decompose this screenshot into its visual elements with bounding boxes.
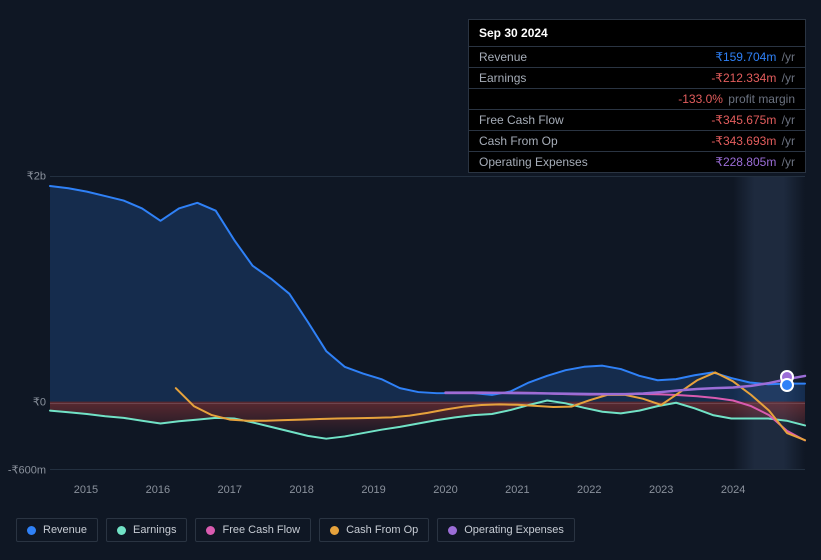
legend-swatch <box>27 526 36 535</box>
plot-area[interactable] <box>50 176 805 470</box>
tooltip-unit: /yr <box>778 50 795 64</box>
x-tick-label: 2016 <box>146 484 170 496</box>
legend-swatch <box>117 526 126 535</box>
x-axis: 2015 2016 2017 2018 2019 2020 2021 2022 2023 2024 <box>50 484 805 500</box>
tooltip-row: -133.0% profit margin <box>469 89 805 110</box>
x-tick-label: 2015 <box>74 484 98 496</box>
legend-item[interactable]: Revenue <box>16 518 98 542</box>
tooltip-label: Revenue <box>479 50 715 64</box>
tooltip-unit: /yr <box>778 113 795 127</box>
x-tick-label: 2021 <box>505 484 529 496</box>
legend-label: Operating Expenses <box>464 524 564 536</box>
y-tick-label: ₹2b <box>27 170 46 183</box>
tooltip-unit: /yr <box>778 71 795 85</box>
x-tick-label: 2022 <box>577 484 601 496</box>
tooltip-value: ₹159.704m <box>715 50 776 64</box>
tooltip-unit: /yr <box>778 134 795 148</box>
tooltip-unit: profit margin <box>725 92 795 106</box>
legend: Revenue Earnings Free Cash Flow Cash From O… <box>16 518 575 542</box>
x-tick-label: 2019 <box>361 484 385 496</box>
tooltip-value: -₹345.675m <box>711 113 776 127</box>
tooltip-row: Earnings-₹212.334m /yr <box>469 68 805 89</box>
legend-label: Free Cash Flow <box>222 524 300 536</box>
tooltip-value: -133.0% <box>678 92 723 106</box>
series-marker <box>780 378 794 392</box>
legend-swatch <box>330 526 339 535</box>
earnings-area <box>50 400 805 438</box>
x-tick-label: 2017 <box>218 484 242 496</box>
chart-svg <box>50 177 805 469</box>
legend-item[interactable]: Operating Expenses <box>437 518 575 542</box>
y-axis: ₹2b₹0-₹600m <box>16 164 50 470</box>
legend-item[interactable]: Earnings <box>106 518 187 542</box>
tooltip-date: Sep 30 2024 <box>469 20 805 47</box>
legend-label: Earnings <box>133 524 176 536</box>
x-tick-label: 2020 <box>433 484 457 496</box>
financials-chart[interactable]: ₹2b₹0-₹600m <box>16 164 805 470</box>
y-tick-label: ₹0 <box>33 396 46 409</box>
y-tick-label: -₹600m <box>8 464 46 477</box>
tooltip-label: Free Cash Flow <box>479 113 711 127</box>
legend-label: Revenue <box>43 524 87 536</box>
legend-label: Cash From Op <box>346 524 418 536</box>
tooltip-label <box>479 92 678 106</box>
legend-item[interactable]: Cash From Op <box>319 518 429 542</box>
tooltip-label: Earnings <box>479 71 711 85</box>
tooltip-row: Revenue₹159.704m /yr <box>469 47 805 68</box>
tooltip-value: -₹343.693m <box>711 134 776 148</box>
tooltip-value: -₹212.334m <box>711 71 776 85</box>
legend-swatch <box>448 526 457 535</box>
legend-item[interactable]: Free Cash Flow <box>195 518 311 542</box>
tooltip-row: Free Cash Flow-₹345.675m /yr <box>469 110 805 131</box>
tooltip-row: Cash From Op-₹343.693m /yr <box>469 131 805 152</box>
data-tooltip: Sep 30 2024 Revenue₹159.704m /yrEarnings… <box>468 19 806 173</box>
x-tick-label: 2018 <box>289 484 313 496</box>
x-tick-label: 2023 <box>649 484 673 496</box>
x-tick-label: 2024 <box>721 484 745 496</box>
tooltip-label: Cash From Op <box>479 134 711 148</box>
legend-swatch <box>206 526 215 535</box>
